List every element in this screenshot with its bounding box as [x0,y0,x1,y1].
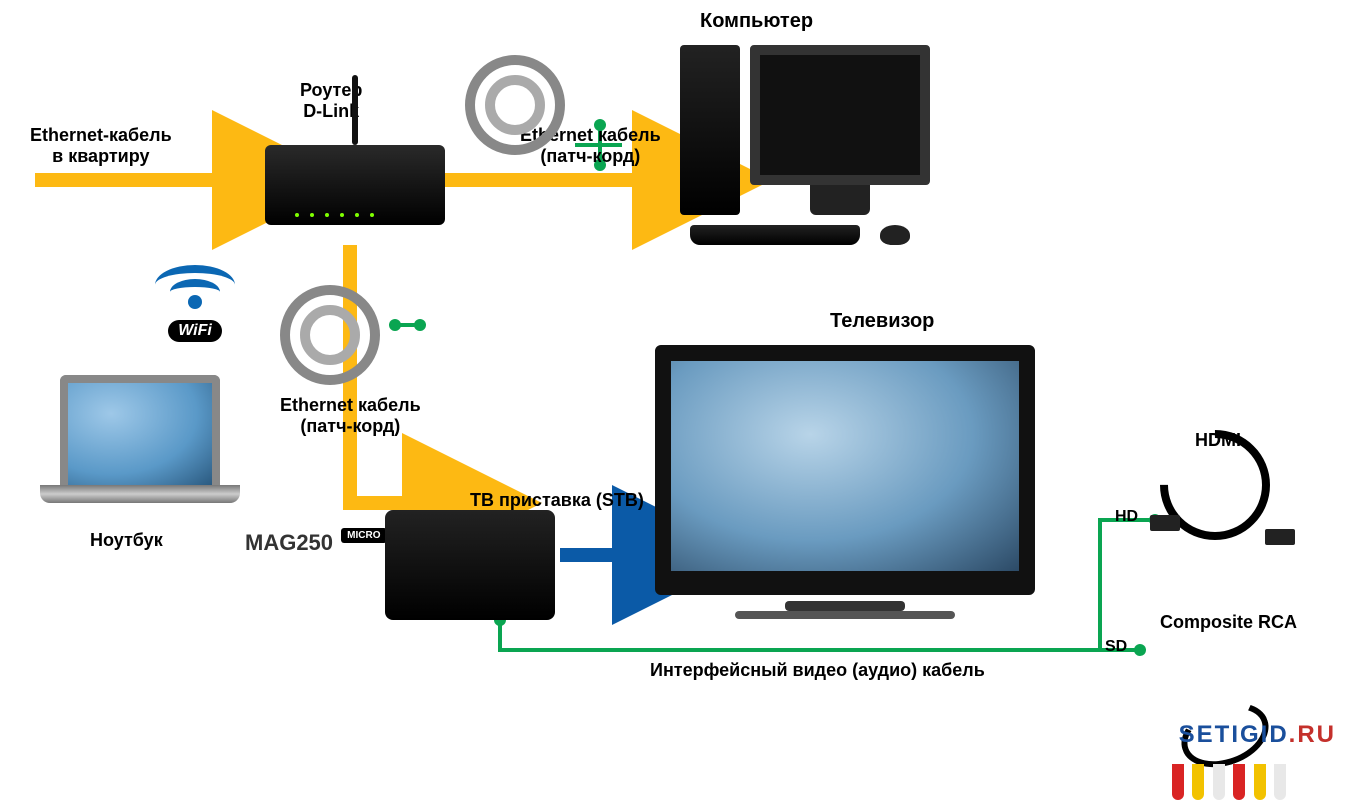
desktop-computer [680,45,930,215]
footer-part1: SETIGID [1179,721,1289,748]
label-eth-in: Ethernet-кабель в квартиру [30,125,172,167]
label-tv: Телевизор [830,310,934,333]
footer-watermark: SETIGID.RU [1179,721,1336,749]
stb-device [385,510,555,620]
label-stb: ТВ приставка (STB) [470,490,644,511]
label-sd: SD [1105,638,1127,656]
router-device [265,145,445,225]
label-laptop: Ноутбук [90,530,163,551]
label-eth-cable2: Ethernet кабель (патч-корд) [280,395,421,437]
wifi-text: WiFi [168,320,222,342]
mag250-brand: MAG250 MICRO [245,530,387,556]
label-computer: Компьютер [700,10,813,33]
ethernet-cable-1 [465,55,565,155]
keyboard [690,225,860,245]
ethernet-cable-2 [280,285,380,385]
label-av-cable: Интерфейсный видео (аудио) кабель [650,660,985,681]
label-hd: HD [1115,508,1138,526]
laptop-device [40,375,240,503]
hdmi-cable [1160,460,1290,540]
wifi-icon: WiFi [150,265,240,342]
label-composite: Composite RCA [1160,612,1297,633]
mag250-micro: MICRO [341,528,386,543]
mouse [880,225,910,245]
footer-part2: .RU [1289,721,1336,748]
mag250-text: MAG250 [245,530,333,555]
tv-device [655,345,1035,619]
